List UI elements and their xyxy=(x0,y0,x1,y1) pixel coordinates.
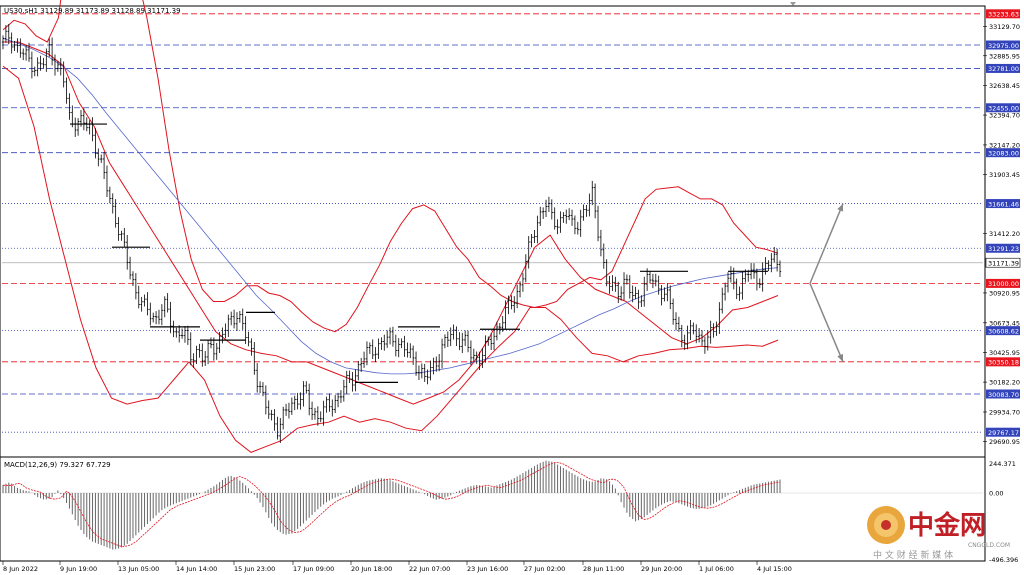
macd-signal-line xyxy=(3,462,781,547)
level-label: 29767.17 xyxy=(988,429,1019,437)
macd-tick-label: 244.371 xyxy=(989,460,1016,468)
scroll-marker-icon[interactable] xyxy=(790,2,796,6)
arrow-head-icon xyxy=(837,203,844,212)
time-tick-label: 22 Jun 07:00 xyxy=(409,565,450,573)
level-label: 30083.70 xyxy=(988,391,1019,399)
level-label: 32781.00 xyxy=(988,65,1019,73)
level-label-box xyxy=(986,199,1020,209)
time-tick-label: 23 Jun 16:00 xyxy=(467,565,508,573)
level-label-box xyxy=(986,243,1020,253)
horizontal-segments xyxy=(70,123,768,383)
level-lines xyxy=(2,13,983,433)
time-tick-label: 15 Jun 23:00 xyxy=(234,565,275,573)
level-label-box xyxy=(986,63,1020,73)
bollinger-bands xyxy=(2,0,779,453)
level-label: 32975.00 xyxy=(988,42,1019,50)
price-tick-label: 31903.45 xyxy=(989,171,1020,179)
price-tick-label: 30425.95 xyxy=(989,349,1020,357)
forecast-arrows xyxy=(809,203,844,363)
time-tick-label: 4 Jul 15:00 xyxy=(757,565,792,573)
macd-tick-label: 0.00 xyxy=(989,489,1003,497)
bb-middle-line xyxy=(3,41,779,405)
time-tick-label: 13 Jun 05:00 xyxy=(118,565,159,573)
cngold-watermark: 中金网 CNGOLD.COM 中 文 财 经 新 媒 体 xyxy=(867,506,1010,561)
level-label: 30608.62 xyxy=(988,327,1019,335)
bb-upper-line xyxy=(2,0,779,333)
price-tick-label: 29934.70 xyxy=(989,408,1020,416)
time-axis: 8 Jun 2022 9 Jun 19:00 13 Jun 05:00 14 Jun … xyxy=(2,561,792,573)
brand-slogan: 中 文 财 经 新 媒 体 xyxy=(873,549,953,561)
level-label-box xyxy=(986,389,1020,399)
symbol-header: US30.sH1 31129.89 31173.89 31128.89 3117… xyxy=(4,7,181,15)
time-tick-label: 17 Jun 09:00 xyxy=(293,565,334,573)
price-axis: 33129.70 32885.95 32638.45 32394.70 32147.20… xyxy=(983,23,1020,446)
level-label-box xyxy=(986,278,1020,288)
price-tick-label: 30182.20 xyxy=(989,379,1020,387)
time-tick-label: 14 Jun 14:00 xyxy=(176,565,217,573)
time-tick-label: 9 Jun 19:00 xyxy=(60,565,97,573)
moving-average xyxy=(2,38,779,375)
macd-tick-label: -496.396 xyxy=(989,556,1018,564)
price-tick-label: 32638.45 xyxy=(989,82,1020,90)
level-label-box xyxy=(985,257,1021,268)
level-label-box xyxy=(986,40,1020,50)
price-tick-label: 32394.70 xyxy=(989,112,1020,120)
down-arrow-icon xyxy=(809,283,844,363)
price-tick-label: 32885.95 xyxy=(989,52,1020,60)
level-label-box xyxy=(986,103,1020,113)
level-label-box xyxy=(986,326,1020,336)
level-labels: 33233.63 32975.00 32781.00 32455.00 32083.00… xyxy=(985,9,1021,437)
level-label-box xyxy=(986,427,1020,437)
level-label: 32455.00 xyxy=(988,105,1019,113)
level-label: 31000.00 xyxy=(988,280,1019,288)
time-tick-label: 27 Jun 02:00 xyxy=(524,565,565,573)
price-tick-label: 30673.45 xyxy=(989,319,1020,327)
price-tick-label: 29690.95 xyxy=(989,438,1020,446)
price-tick-label: 31412.20 xyxy=(989,230,1020,238)
level-label-box xyxy=(986,148,1020,158)
level-label-box xyxy=(986,9,1020,19)
up-arrow-icon xyxy=(809,203,844,284)
level-label: 31171.39 xyxy=(988,260,1019,268)
macd-plot-frame xyxy=(0,456,986,562)
time-tick-label: 8 Jun 2022 xyxy=(3,565,38,573)
price-tick-label: 32147.20 xyxy=(989,141,1020,149)
level-label-box xyxy=(986,357,1020,367)
time-tick-label: 1 Jul 06:00 xyxy=(699,565,734,573)
macd-indicator: 244.371 0.00 -496.396 xyxy=(2,460,1018,564)
brand-cn: 中金网 xyxy=(908,510,986,541)
price-tick-label: 30920.95 xyxy=(989,289,1020,297)
level-label: 31661.46 xyxy=(988,200,1019,208)
level-label: 30350.18 xyxy=(988,359,1019,367)
time-tick-label: 20 Jun 18:00 xyxy=(351,565,392,573)
arrow-head-icon xyxy=(837,353,844,362)
macd-header: MACD(12,26,9) 79.327 67.729 xyxy=(4,461,111,469)
price-candles xyxy=(1,24,782,444)
level-label: 32083.00 xyxy=(988,149,1019,157)
time-tick-label: 29 Jun 20:00 xyxy=(641,565,682,573)
level-label: 33233.63 xyxy=(988,11,1019,19)
ma-line xyxy=(2,38,779,375)
time-tick-label: 28 Jun 11:00 xyxy=(583,565,624,573)
level-label: 31291.23 xyxy=(988,245,1019,253)
brand-en: CNGOLD.COM xyxy=(968,542,1010,549)
bb-lower-line xyxy=(2,65,779,453)
price-tick-label: 33129.70 xyxy=(989,23,1020,31)
